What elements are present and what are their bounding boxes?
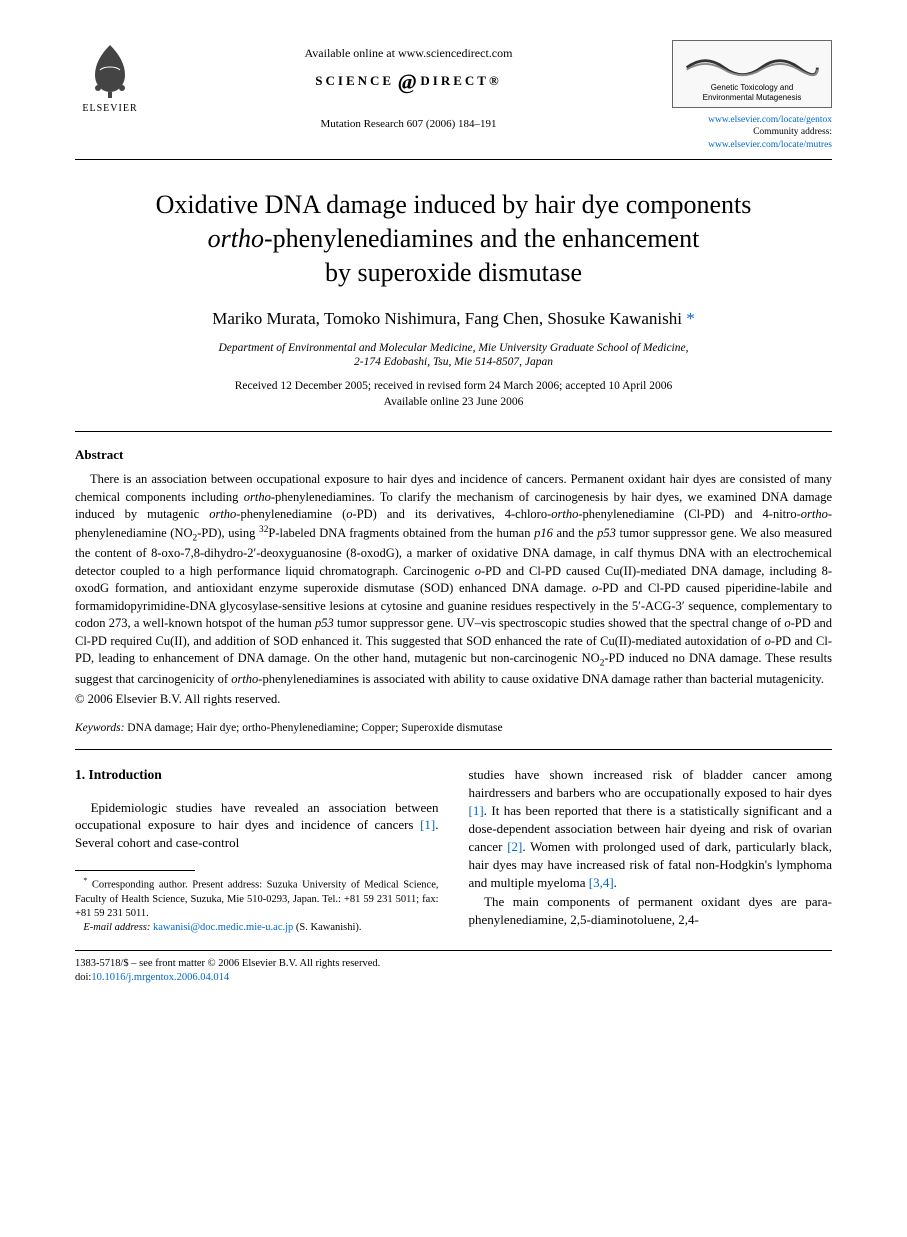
keywords-label: Keywords: (75, 722, 124, 734)
doi-link[interactable]: 10.1016/j.mrgentox.2006.04.014 (91, 972, 229, 983)
title-ortho: ortho (208, 224, 264, 253)
corresponding-author-star[interactable]: * (682, 309, 695, 328)
community-label: Community address: (753, 127, 832, 137)
left-column: 1. Introduction Epidemiologic studies ha… (75, 766, 439, 936)
science-text: SCIENCE (315, 73, 394, 88)
mr-subtitle-1: Genetic Toxicology and (677, 84, 827, 93)
mr-wave-icon (682, 49, 822, 77)
right-header: Genetic Toxicology and Environmental Mut… (672, 40, 832, 151)
title-line2-rest: -phenylenediamines and the enhancement (264, 224, 699, 253)
affiliation-line2: 2-174 Edobashi, Tsu, Mie 514-8507, Japan (354, 356, 553, 368)
keywords-text: DNA damage; Hair dye; ortho-Phenylenedia… (124, 722, 502, 734)
direct-text: DIRECT® (420, 73, 501, 88)
email-footnote: E-mail address: kawanisi@doc.medic.mie-u… (75, 921, 439, 935)
front-matter: 1383-5718/$ – see front matter © 2006 El… (75, 957, 832, 985)
sciencedirect-at-icon: @ (398, 69, 416, 94)
article-title: Oxidative DNA damage induced by hair dye… (75, 188, 832, 289)
corresponding-email-link[interactable]: kawanisi@doc.medic.mie-u.ac.jp (153, 922, 293, 933)
intro-heading: 1. Introduction (75, 766, 439, 785)
bottom-rule (75, 950, 832, 951)
elsevier-tree-icon (80, 40, 140, 100)
intro-para-left: Epidemiologic studies have revealed an a… (75, 799, 439, 853)
intro-para-right-1: studies have shown increased risk of bla… (469, 766, 833, 892)
front-matter-line1: 1383-5718/$ – see front matter © 2006 El… (75, 958, 380, 969)
email-who: (S. Kawanishi). (293, 922, 361, 933)
journal-citation: Mutation Research 607 (2006) 184–191 (145, 117, 672, 132)
doi-label: doi: (75, 972, 91, 983)
corresponding-author-footnote: * Corresponding author. Present address:… (75, 876, 439, 921)
author-list: Mariko Murata, Tomoko Nishimura, Fang Ch… (212, 309, 682, 328)
header-rule (75, 159, 832, 160)
mutres-link[interactable]: www.elsevier.com/locate/mutres (708, 140, 832, 150)
authors: Mariko Murata, Tomoko Nishimura, Fang Ch… (75, 308, 832, 331)
online-date: Available online 23 June 2006 (384, 396, 524, 408)
title-line1: Oxidative DNA damage induced by hair dye… (156, 190, 752, 219)
received-date: Received 12 December 2005; received in r… (235, 380, 673, 392)
center-header: Available online at www.sciencedirect.co… (145, 40, 672, 132)
keywords: Keywords: DNA damage; Hair dye; ortho-Ph… (75, 721, 832, 737)
elsevier-links: www.elsevier.com/locate/gentox Community… (672, 114, 832, 151)
gentox-link[interactable]: www.elsevier.com/locate/gentox (708, 115, 832, 125)
article-dates: Received 12 December 2005; received in r… (75, 378, 832, 410)
intro-para-right-2: The main components of permanent oxidant… (469, 893, 833, 929)
header-row: ELSEVIER Available online at www.science… (75, 40, 832, 151)
affiliation-line1: Department of Environmental and Molecula… (218, 342, 688, 354)
mutation-research-logo-box: Genetic Toxicology and Environmental Mut… (672, 40, 832, 108)
title-line3: by superoxide dismutase (325, 258, 582, 287)
abstract-bottom-rule (75, 749, 832, 750)
body-columns: 1. Introduction Epidemiologic studies ha… (75, 766, 832, 936)
abstract-heading: Abstract (75, 446, 832, 464)
abstract-body: There is an association between occupati… (75, 471, 832, 688)
right-column: studies have shown increased risk of bla… (469, 766, 833, 936)
abstract-top-rule (75, 431, 832, 432)
mr-subtitle-2: Environmental Mutagenesis (677, 94, 827, 103)
sciencedirect-logo: SCIENCE @ DIRECT® (145, 67, 672, 97)
elsevier-logo: ELSEVIER (75, 40, 145, 116)
elsevier-text: ELSEVIER (82, 102, 137, 116)
abstract-copyright: © 2006 Elsevier B.V. All rights reserved… (75, 691, 832, 708)
email-label: E-mail address: (83, 922, 150, 933)
available-online-text: Available online at www.sciencedirect.co… (145, 45, 672, 61)
affiliation: Department of Environmental and Molecula… (75, 341, 832, 371)
footnote-rule (75, 870, 195, 871)
